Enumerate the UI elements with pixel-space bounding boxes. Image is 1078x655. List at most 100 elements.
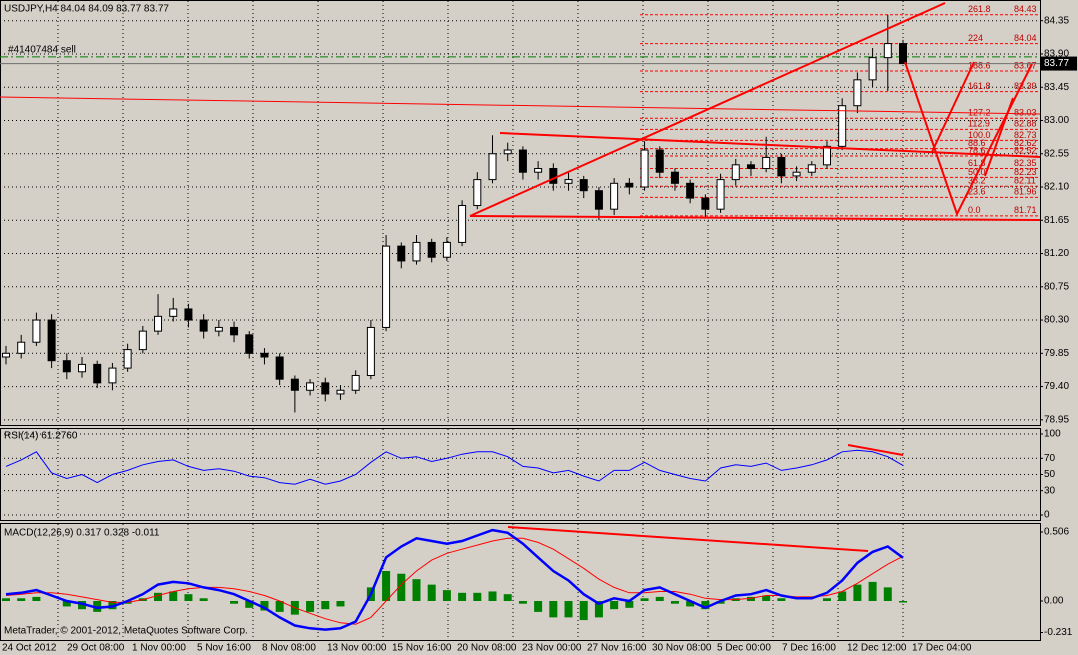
candle-body <box>260 352 269 358</box>
bid-tag <box>1041 56 1077 71</box>
histogram-bar <box>169 591 178 601</box>
histogram-bar <box>838 591 847 601</box>
candle-body <box>807 164 816 173</box>
fib-level: 261.8 <box>968 4 991 14</box>
histogram-bar <box>640 598 649 601</box>
fib-level: 38.2 <box>968 176 986 186</box>
histogram-bar <box>822 598 831 601</box>
x-tick-label: 12 Dec 12:00 <box>847 643 907 654</box>
candle-body <box>321 382 330 395</box>
candle-body <box>184 308 193 321</box>
histogram-bar <box>427 584 436 601</box>
candle-body <box>154 315 163 332</box>
candle-body <box>351 374 360 391</box>
histogram-bar <box>883 587 892 601</box>
histogram-bar <box>199 598 208 601</box>
candle-body <box>427 241 436 258</box>
candle-body <box>397 245 406 262</box>
candle-body <box>701 197 710 210</box>
histogram-bar <box>503 594 512 601</box>
fib-level: 161.8 <box>968 81 991 91</box>
x-tick-label: 15 Nov 16:00 <box>392 643 452 654</box>
candle-body <box>610 182 619 210</box>
trend-drawings <box>0 2 1041 552</box>
histogram-bar <box>777 598 786 601</box>
histogram-bar <box>625 601 634 608</box>
candle-body <box>32 319 41 343</box>
y-tick-label: 81.65 <box>1044 215 1069 226</box>
histogram-bar <box>382 571 391 601</box>
y-tick-label: 50 <box>1044 469 1056 480</box>
histogram-bar <box>686 601 695 607</box>
histogram-bar <box>488 591 497 601</box>
candle-body <box>549 168 558 184</box>
candle-body <box>17 341 26 354</box>
fib-price: 83.67 <box>1014 60 1037 70</box>
candle-body <box>473 179 482 206</box>
x-tick-label: 17 Dec 04:00 <box>912 643 972 654</box>
histogram-bar <box>746 596 755 601</box>
candle-body <box>640 149 649 188</box>
candle-body <box>442 241 451 258</box>
candle-body <box>108 367 117 384</box>
macd-frame <box>0 523 1041 641</box>
candle-body <box>78 363 87 373</box>
histogram-bar <box>610 601 619 610</box>
candle-body <box>868 57 877 81</box>
histogram-bar <box>564 601 573 618</box>
candle-body <box>245 334 254 354</box>
candle-body <box>670 171 679 184</box>
y-tick-label: 100 <box>1044 429 1061 440</box>
candle-body <box>336 389 345 395</box>
fib-price: 82.88 <box>1014 119 1037 129</box>
projection-line <box>984 97 1014 177</box>
histogram-bar <box>701 601 710 610</box>
candle-body <box>792 171 801 177</box>
fib-level: 88.6 <box>968 138 986 148</box>
candle-body <box>762 156 771 170</box>
candle-body <box>214 326 223 332</box>
histogram-bar <box>442 590 451 601</box>
x-tick-label: 23 Nov 00:00 <box>522 643 582 654</box>
fib-price: 83.39 <box>1014 81 1037 91</box>
x-tick-label: 13 Nov 00:00 <box>327 643 387 654</box>
fib-price: 82.73 <box>1014 130 1037 140</box>
fib-price: 82.35 <box>1014 158 1037 168</box>
y-tick-label: -0.231 <box>1044 627 1073 638</box>
histogram-bar <box>655 596 664 601</box>
fib-price: 81.71 <box>1014 205 1037 215</box>
candle-body <box>853 79 862 107</box>
macd-line <box>5 528 904 631</box>
fib-level: 100.0 <box>968 130 991 140</box>
candle-body <box>138 330 147 351</box>
y-tick-label: 82.10 <box>1044 182 1069 193</box>
fib-price: 82.52 <box>1014 145 1037 155</box>
x-tick-label: 29 Oct 08:00 <box>67 643 125 654</box>
histogram-bar <box>32 596 41 601</box>
histogram-bar <box>397 573 406 601</box>
x-tick-label: 5 Nov 16:00 <box>197 643 251 654</box>
trend-line <box>0 96 1041 115</box>
bid-label: 83.77 <box>1044 58 1069 69</box>
y-tick-label: 30 <box>1044 485 1056 496</box>
candle-body <box>655 149 664 173</box>
candle-body <box>746 164 755 170</box>
x-tick-label: 27 Nov 16:00 <box>587 643 647 654</box>
candle-body <box>534 168 543 173</box>
candle-body <box>306 382 315 391</box>
candle-body <box>625 182 634 188</box>
histogram-bar <box>321 601 330 610</box>
fib-level: 78.6 <box>968 145 986 155</box>
divergence-line <box>507 526 869 552</box>
histogram-bar <box>518 601 527 604</box>
candle-body <box>458 204 467 243</box>
histogram-bar <box>412 579 421 601</box>
main-frame <box>0 0 1041 426</box>
y-tick-label: 70 <box>1044 453 1056 464</box>
candle-body <box>47 319 56 362</box>
fib-price: 82.23 <box>1014 167 1037 177</box>
y-tick-label: 0.00 <box>1044 596 1064 607</box>
y-tick-label: 80.75 <box>1044 281 1069 292</box>
histogram-bar <box>534 601 543 612</box>
fib-level: 0.0 <box>968 205 981 215</box>
